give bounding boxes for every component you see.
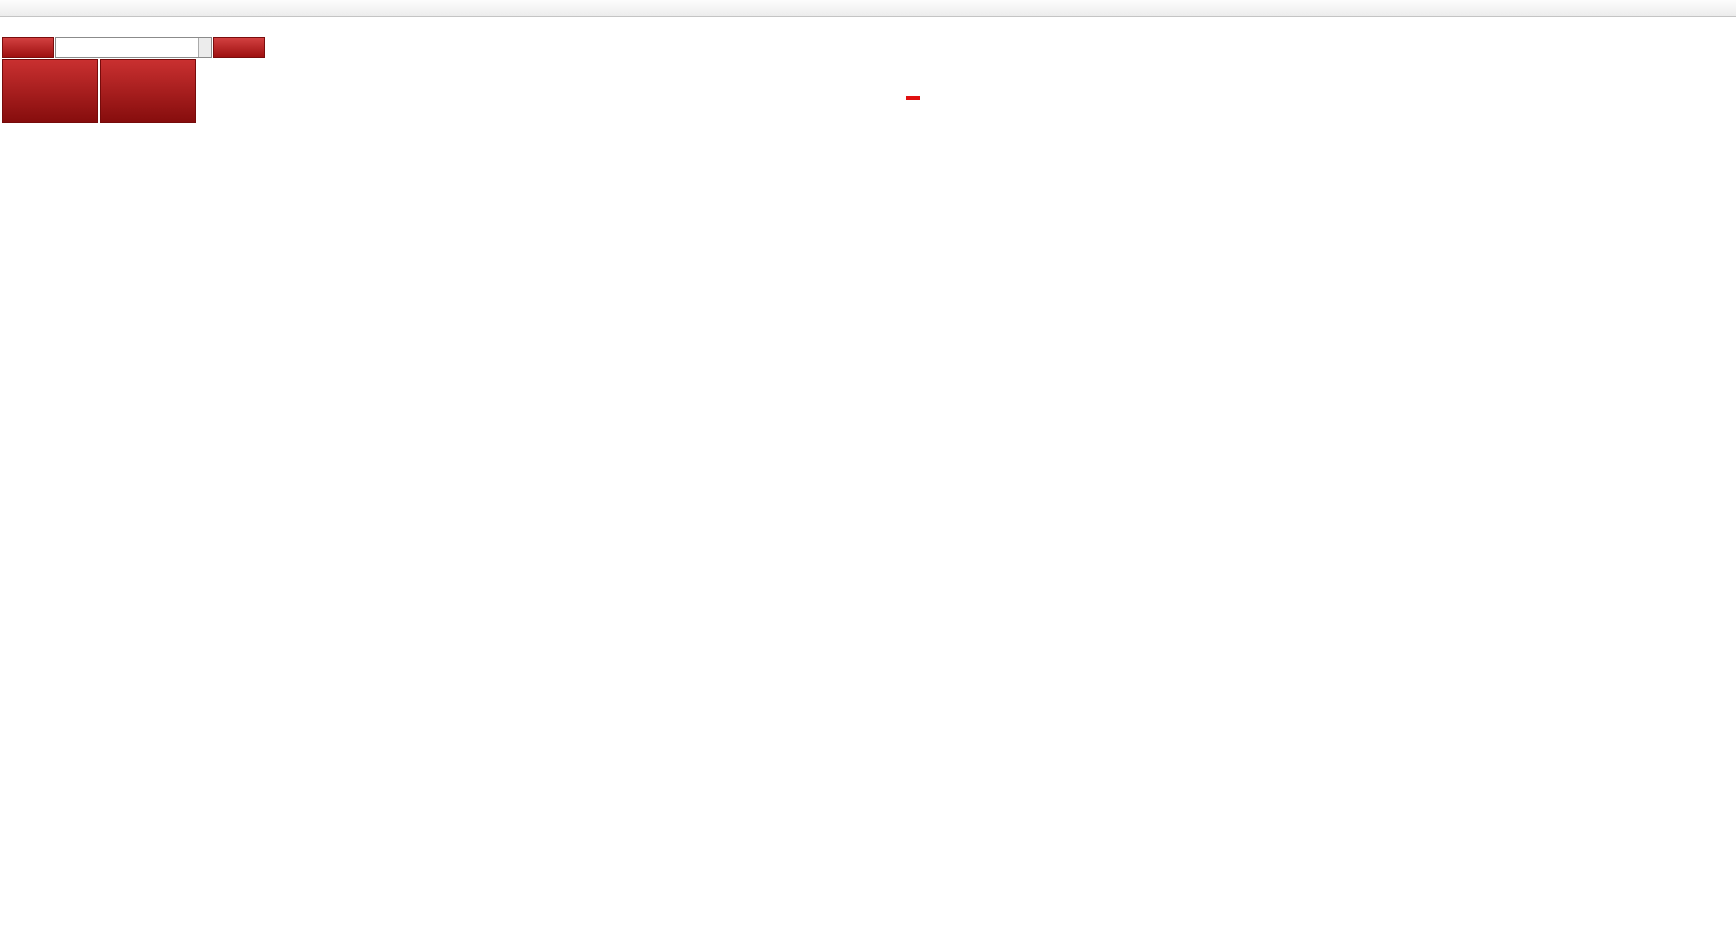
volume-up-button[interactable] <box>199 38 211 48</box>
volume-spinner <box>198 38 211 57</box>
sell-button[interactable] <box>2 37 54 58</box>
buy-button[interactable] <box>213 37 265 58</box>
volume-field <box>55 37 212 58</box>
volume-input[interactable] <box>56 38 198 57</box>
main-toolbar <box>0 0 1736 17</box>
price-annotation-label[interactable] <box>906 96 920 100</box>
one-click-trade-panel <box>2 37 265 123</box>
volume-down-button[interactable] <box>199 47 211 57</box>
sell-price-display[interactable] <box>2 59 98 123</box>
buy-price-display[interactable] <box>100 59 196 123</box>
